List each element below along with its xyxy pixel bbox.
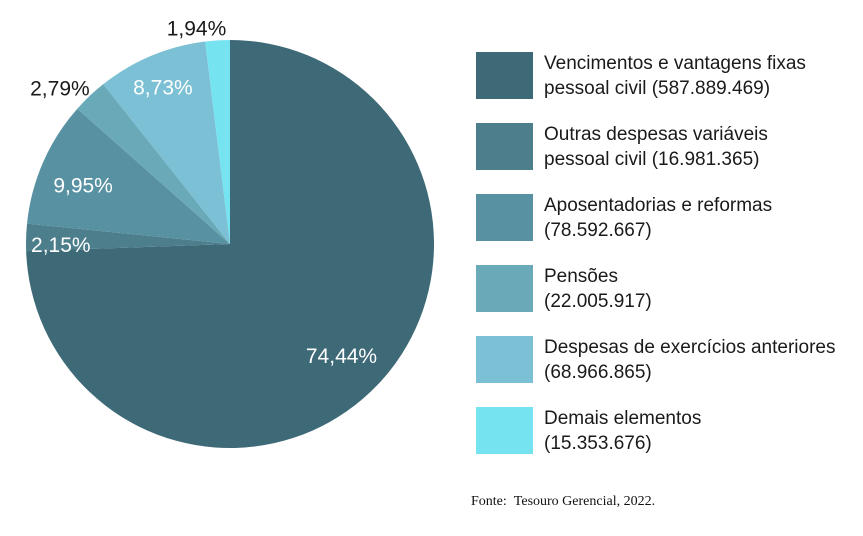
legend-label-line: Aposentadorias e reformas xyxy=(544,195,773,216)
legend-label: Vencimentos e vantagens fixas pessoal civ… xyxy=(544,51,806,101)
pie-slice xyxy=(26,223,231,252)
legend-label: Pensões (22.005.917) xyxy=(544,264,652,314)
legend-item: Outras despesas variáveis pessoal civil (… xyxy=(476,123,835,172)
legend-swatch xyxy=(476,52,533,99)
source-label: Fonte: xyxy=(471,494,507,509)
legend-item: Pensões (22.005.917) xyxy=(476,265,835,314)
source-text: Tesouro Gerencial, 2022. xyxy=(513,494,656,509)
pie-chart: 74,44% 2,15% 9,95% 2,79% 8,73% 1,94% xyxy=(26,17,435,449)
legend-label-line: pessoal civil (16.981.365) xyxy=(544,149,760,170)
legend-swatch xyxy=(476,407,533,454)
pie-slice xyxy=(205,39,230,244)
legend-swatch xyxy=(476,123,533,170)
legend-label-line: Vencimentos e vantagens fixas xyxy=(544,53,806,74)
legend-label-line: Pensões xyxy=(544,266,618,287)
source-note: Fonte: Tesouro Gerencial, 2022. xyxy=(471,494,655,510)
pie-slice xyxy=(27,108,230,245)
legend-item: Vencimentos e vantagens fixas pessoal civ… xyxy=(476,52,835,101)
legend-label-line: (15.353.676) xyxy=(544,433,652,454)
legend: Vencimentos e vantagens fixas pessoal civ… xyxy=(476,52,835,478)
pie-slice-label: 74,44% xyxy=(306,345,377,368)
pie-slice-label: 9,95% xyxy=(53,174,113,197)
legend-label-line: Outras despesas variáveis xyxy=(544,124,768,145)
pie-slice xyxy=(103,41,230,245)
legend-item: Aposentadorias e reformas (78.592.667) xyxy=(476,194,835,243)
legend-item: Despesas de exercícios anteriores (68.966… xyxy=(476,336,835,385)
legend-label-line: (22.005.917) xyxy=(544,291,652,312)
legend-swatch xyxy=(476,265,533,312)
legend-label: Aposentadorias e reformas (78.592.667) xyxy=(544,193,772,243)
pie-slice-label: 2,15% xyxy=(31,234,91,257)
legend-label-line: Demais elementos xyxy=(544,408,702,429)
pie-slice-label: 8,73% xyxy=(133,76,193,99)
legend-label-line: (68.966.865) xyxy=(544,362,652,383)
legend-label-line: Despesas de exercícios anteriores xyxy=(544,337,836,358)
pie-slice xyxy=(26,40,435,449)
pie-slice-label: 1,94% xyxy=(167,17,227,40)
legend-label-line: (78.592.667) xyxy=(544,220,652,241)
pie-slice xyxy=(77,84,230,245)
pie-slice-label: 2,79% xyxy=(30,77,90,100)
legend-label-line: pessoal civil (587.889.469) xyxy=(544,78,771,99)
legend-swatch xyxy=(476,194,533,241)
legend-label: Despesas de exercícios anteriores (68.966… xyxy=(544,335,835,385)
legend-swatch xyxy=(476,336,533,383)
legend-label: Demais elementos (15.353.676) xyxy=(544,406,701,456)
legend-item: Demais elementos (15.353.676) xyxy=(476,407,835,456)
legend-label: Outras despesas variáveis pessoal civil (… xyxy=(544,122,768,172)
